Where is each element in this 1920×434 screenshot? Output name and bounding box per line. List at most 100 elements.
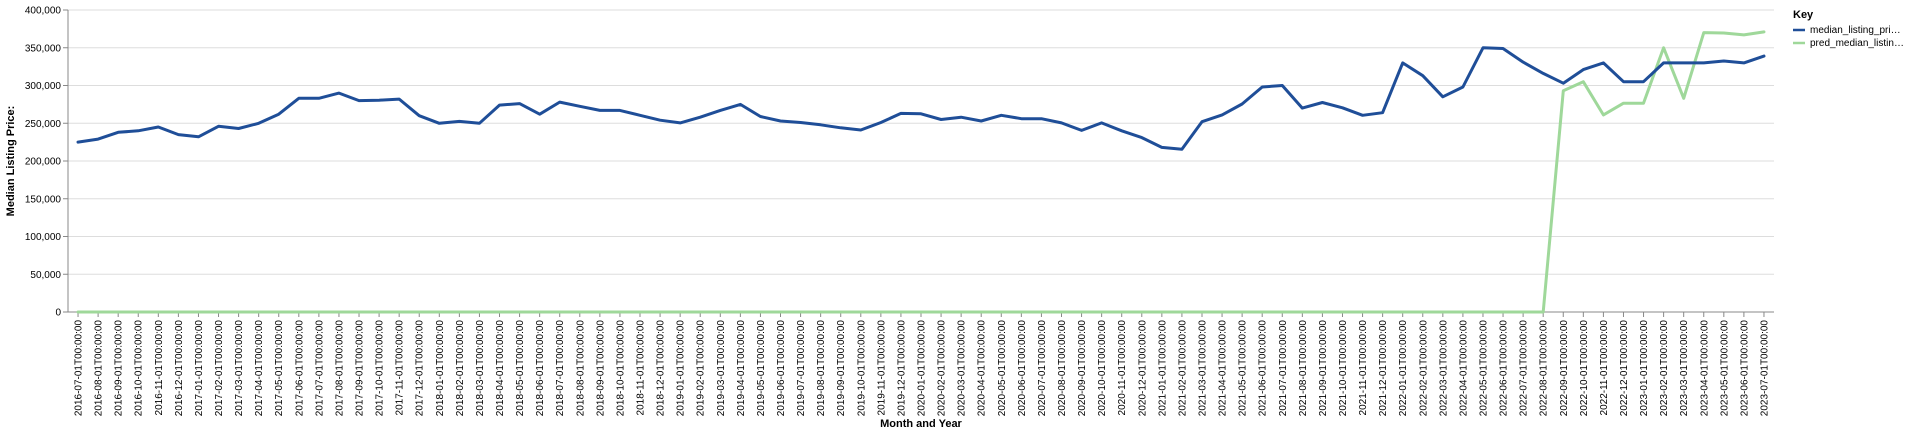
x-tick-label: 2019-05-01T00:00:00 xyxy=(756,320,767,417)
x-tick-label: 2016-11-01T00:00:00 xyxy=(154,320,165,416)
gridlines xyxy=(68,9,1774,313)
x-tick-label: 2023-02-01T00:00:00 xyxy=(1659,320,1670,417)
x-tick-label: 2019-04-01T00:00:00 xyxy=(736,320,747,417)
x-tick-label: 2020-03-01T00:00:00 xyxy=(957,320,968,417)
x-tick-label: 2022-02-01T00:00:00 xyxy=(1418,320,1429,417)
x-tick-label: 2023-01-01T00:00:00 xyxy=(1639,320,1650,417)
y-tick-label: 0 xyxy=(55,308,61,319)
x-tick-label: 2018-09-01T00:00:00 xyxy=(595,320,606,417)
x-tick-label: 2018-10-01T00:00:00 xyxy=(615,320,626,417)
x-tick-label: 2018-11-01T00:00:00 xyxy=(636,320,647,416)
x-tick-label: 2020-02-01T00:00:00 xyxy=(937,320,948,417)
x-tick-label: 2022-04-01T00:00:00 xyxy=(1458,320,1469,417)
x-tick-label: 2019-10-01T00:00:00 xyxy=(856,320,867,417)
x-tick-label: 2020-07-01T00:00:00 xyxy=(1037,320,1048,417)
x-tick-label: 2019-01-01T00:00:00 xyxy=(676,320,687,417)
x-tick-label: 2021-11-01T00:00:00 xyxy=(1358,320,1369,416)
x-tick-label: 2021-08-01T00:00:00 xyxy=(1298,320,1309,417)
y-tick-label: 50,000 xyxy=(30,270,61,281)
x-tick-label: 2017-12-01T00:00:00 xyxy=(415,320,426,417)
x-tick-label: 2017-04-01T00:00:00 xyxy=(254,320,265,417)
legend-label: pred_median_listin… xyxy=(1810,38,1904,49)
legend: Key median_listing_pri… pred_median_listi… xyxy=(1793,9,1904,49)
x-tick-label: 2017-01-01T00:00:00 xyxy=(194,320,205,417)
x-tick-label: 2022-11-01T00:00:00 xyxy=(1599,320,1610,416)
x-tick-label: 2022-01-01T00:00:00 xyxy=(1398,320,1409,417)
x-tick-label: 2018-08-01T00:00:00 xyxy=(575,320,586,417)
x-tick-label: 2019-08-01T00:00:00 xyxy=(816,320,827,417)
x-tick-label: 2018-03-01T00:00:00 xyxy=(475,320,486,417)
y-tick-label: 150,000 xyxy=(25,194,62,205)
x-tick-label: 2021-06-01T00:00:00 xyxy=(1258,320,1269,417)
x-tick-label: 2016-07-01T00:00:00 xyxy=(74,320,85,417)
y-tick-label: 400,000 xyxy=(25,6,62,17)
x-tick-label: 2019-02-01T00:00:00 xyxy=(696,320,707,417)
x-tick-label: 2021-03-01T00:00:00 xyxy=(1197,320,1208,417)
x-tick-label: 2021-05-01T00:00:00 xyxy=(1238,320,1249,417)
x-tick-label: 2020-10-01T00:00:00 xyxy=(1097,320,1108,417)
x-tick-label: 2018-06-01T00:00:00 xyxy=(535,320,546,417)
x-tick-label: 2023-03-01T00:00:00 xyxy=(1679,320,1690,417)
legend-label: median_listing_pri… xyxy=(1810,25,1901,36)
x-tick-label: 2018-05-01T00:00:00 xyxy=(515,320,526,417)
x-tick-label: 2020-08-01T00:00:00 xyxy=(1057,320,1068,417)
x-tick-label: 2017-05-01T00:00:00 xyxy=(274,320,285,417)
x-tick-label: 2017-02-01T00:00:00 xyxy=(214,320,225,417)
legend-title: Key xyxy=(1793,9,1814,21)
x-axis-title: Month and Year xyxy=(880,418,962,430)
x-tick-label: 2023-06-01T00:00:00 xyxy=(1739,320,1750,417)
x-tick-label: 2021-02-01T00:00:00 xyxy=(1177,320,1188,417)
x-tick-label: 2020-04-01T00:00:00 xyxy=(977,320,988,417)
x-tick-label: 2017-11-01T00:00:00 xyxy=(395,320,406,416)
x-tick-label: 2022-03-01T00:00:00 xyxy=(1438,320,1449,417)
x-tick-label: 2019-11-01T00:00:00 xyxy=(876,320,887,416)
x-tick-label: 2023-04-01T00:00:00 xyxy=(1699,320,1710,417)
x-tick-label: 2019-09-01T00:00:00 xyxy=(836,320,847,417)
series-line-1 xyxy=(76,46,1766,151)
y-tick-labels: 0 50,000 100,000 150,000 200,000 250,000 300,0… xyxy=(25,6,68,319)
y-tick-label: 100,000 xyxy=(25,232,62,243)
x-tick-label: 2018-02-01T00:00:00 xyxy=(455,320,466,417)
x-tick-label: 2023-07-01T00:00:00 xyxy=(1759,320,1770,417)
x-tick-label: 2018-01-01T00:00:00 xyxy=(435,320,446,417)
x-tick-label: 2019-07-01T00:00:00 xyxy=(796,320,807,417)
x-tick-label: 2017-09-01T00:00:00 xyxy=(355,320,366,417)
y-tick-label: 200,000 xyxy=(25,157,62,168)
x-tick-label: 2017-03-01T00:00:00 xyxy=(234,320,245,417)
x-tick-label: 2019-12-01T00:00:00 xyxy=(896,320,907,417)
x-tick-label: 2022-09-01T00:00:00 xyxy=(1559,320,1570,417)
x-tick-label: 2020-01-01T00:00:00 xyxy=(917,320,928,417)
x-tick-label: 2022-08-01T00:00:00 xyxy=(1539,320,1550,417)
y-tick-label: 250,000 xyxy=(25,119,62,130)
y-axis-title: Median Listing Price: xyxy=(5,106,17,217)
x-tick-label: 2019-06-01T00:00:00 xyxy=(776,320,787,417)
x-tick-label: 2023-05-01T00:00:00 xyxy=(1719,320,1730,417)
x-tick-label: 2022-07-01T00:00:00 xyxy=(1519,320,1530,417)
x-tick-label: 2020-11-01T00:00:00 xyxy=(1117,320,1128,416)
x-tick-label: 2019-03-01T00:00:00 xyxy=(716,320,727,417)
x-tick-label: 2021-04-01T00:00:00 xyxy=(1218,320,1229,417)
series-line-2 xyxy=(76,30,1766,314)
x-tick-label: 2017-07-01T00:00:00 xyxy=(314,320,325,417)
y-tick-label: 300,000 xyxy=(25,81,62,92)
x-tick-label: 2020-12-01T00:00:00 xyxy=(1137,320,1148,417)
x-tick-label: 2020-05-01T00:00:00 xyxy=(997,320,1008,417)
x-tick-label: 2018-04-01T00:00:00 xyxy=(495,320,506,417)
x-tick-label: 2022-05-01T00:00:00 xyxy=(1478,320,1489,417)
legend-items: median_listing_pri… pred_median_listin… xyxy=(1793,25,1904,49)
y-tick-label: 350,000 xyxy=(25,43,62,54)
x-tick-label: 2022-10-01T00:00:00 xyxy=(1579,320,1590,417)
x-tick-label: 2020-06-01T00:00:00 xyxy=(1017,320,1028,417)
x-tick-label: 2021-09-01T00:00:00 xyxy=(1318,320,1329,417)
x-tick-label: 2021-07-01T00:00:00 xyxy=(1278,320,1289,417)
x-tick-label: 2018-07-01T00:00:00 xyxy=(555,320,566,417)
x-tick-label: 2017-06-01T00:00:00 xyxy=(294,320,305,417)
x-tick-label: 2018-12-01T00:00:00 xyxy=(656,320,667,417)
x-tick-label: 2017-08-01T00:00:00 xyxy=(334,320,345,417)
x-tick-label: 2022-12-01T00:00:00 xyxy=(1619,320,1630,417)
x-tick-label: 2021-10-01T00:00:00 xyxy=(1338,320,1349,417)
x-tick-label: 2021-12-01T00:00:00 xyxy=(1378,320,1389,417)
x-tick-label: 2016-10-01T00:00:00 xyxy=(134,320,145,417)
x-tick-label: 2017-10-01T00:00:00 xyxy=(375,320,386,417)
